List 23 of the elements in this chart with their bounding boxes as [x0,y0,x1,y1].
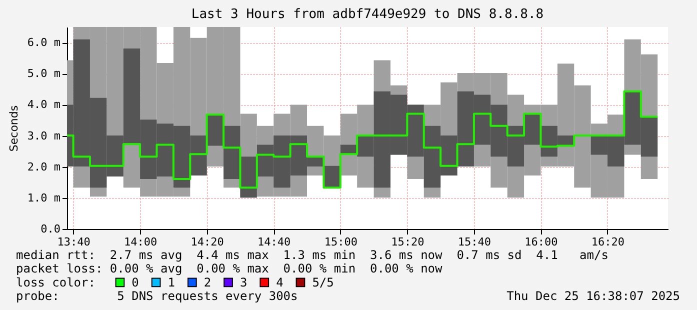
y-tick-label: 4.0 m [27,98,61,112]
y-tick-label: 1.0 m [27,191,61,204]
x-tick-label: 13:40 [57,236,90,248]
text: median rtt: 2.7 ms avg 4.4 ms max 1.3 ms min 3.6 ms now 0.7 ms sd 4.1 am/s [16,248,608,262]
y-tick-label: 6.0 m [27,36,61,50]
text: Thu Dec 25 16:38:07 2025 [506,289,680,304]
y-tick-label: 5.0 m [27,67,61,80]
x-tick-label: 16:00 [524,236,558,248]
x-tick-label: 15:40 [458,236,492,248]
x-tick-label: 14:00 [124,236,158,248]
y-tick-label: 0.0 [40,222,60,236]
text: packet loss: 0.00 % avg 0.00 % max 0.00 % min 0.00 % now [16,262,444,276]
y-tick-label: 2.0 m [27,160,61,174]
y-tick-label: 3.0 m [27,129,61,142]
x-tick-label: 16:20 [591,236,625,248]
text: loss color: 0 1 2 3 4 5/5 [16,275,334,290]
x-tick-label: 14:40 [258,236,291,248]
y-axis-title: Seconds [7,105,20,152]
chart-title: Last 3 Hours from adbf7449e929 to DNS 8.8.8.8 [191,7,544,22]
x-tick-label: 14:20 [190,236,224,248]
x-tick-label: 15:00 [324,236,358,248]
text: probe: 5 DNS requests every 300s [16,289,298,304]
x-tick-label: 15:20 [391,236,424,248]
